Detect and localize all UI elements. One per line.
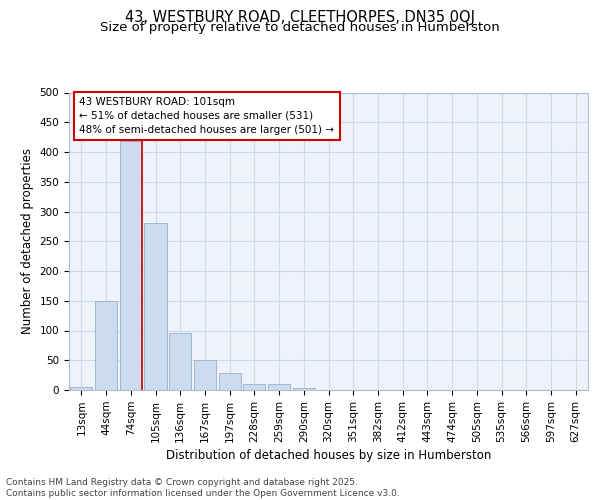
- Bar: [293, 388, 315, 390]
- Text: Contains HM Land Registry data © Crown copyright and database right 2025.
Contai: Contains HM Land Registry data © Crown c…: [6, 478, 400, 498]
- Bar: [95, 300, 117, 390]
- Text: 43 WESTBURY ROAD: 101sqm
← 51% of detached houses are smaller (531)
48% of semi-: 43 WESTBURY ROAD: 101sqm ← 51% of detach…: [79, 97, 334, 135]
- Bar: [194, 360, 216, 390]
- X-axis label: Distribution of detached houses by size in Humberston: Distribution of detached houses by size …: [166, 449, 491, 462]
- Bar: [169, 333, 191, 390]
- Y-axis label: Number of detached properties: Number of detached properties: [21, 148, 34, 334]
- Text: Size of property relative to detached houses in Humberston: Size of property relative to detached ho…: [100, 22, 500, 35]
- Bar: [119, 142, 142, 390]
- Bar: [145, 224, 167, 390]
- Bar: [268, 384, 290, 390]
- Bar: [218, 374, 241, 390]
- Bar: [243, 384, 265, 390]
- Bar: [70, 387, 92, 390]
- Text: 43, WESTBURY ROAD, CLEETHORPES, DN35 0QJ: 43, WESTBURY ROAD, CLEETHORPES, DN35 0QJ: [125, 10, 475, 25]
